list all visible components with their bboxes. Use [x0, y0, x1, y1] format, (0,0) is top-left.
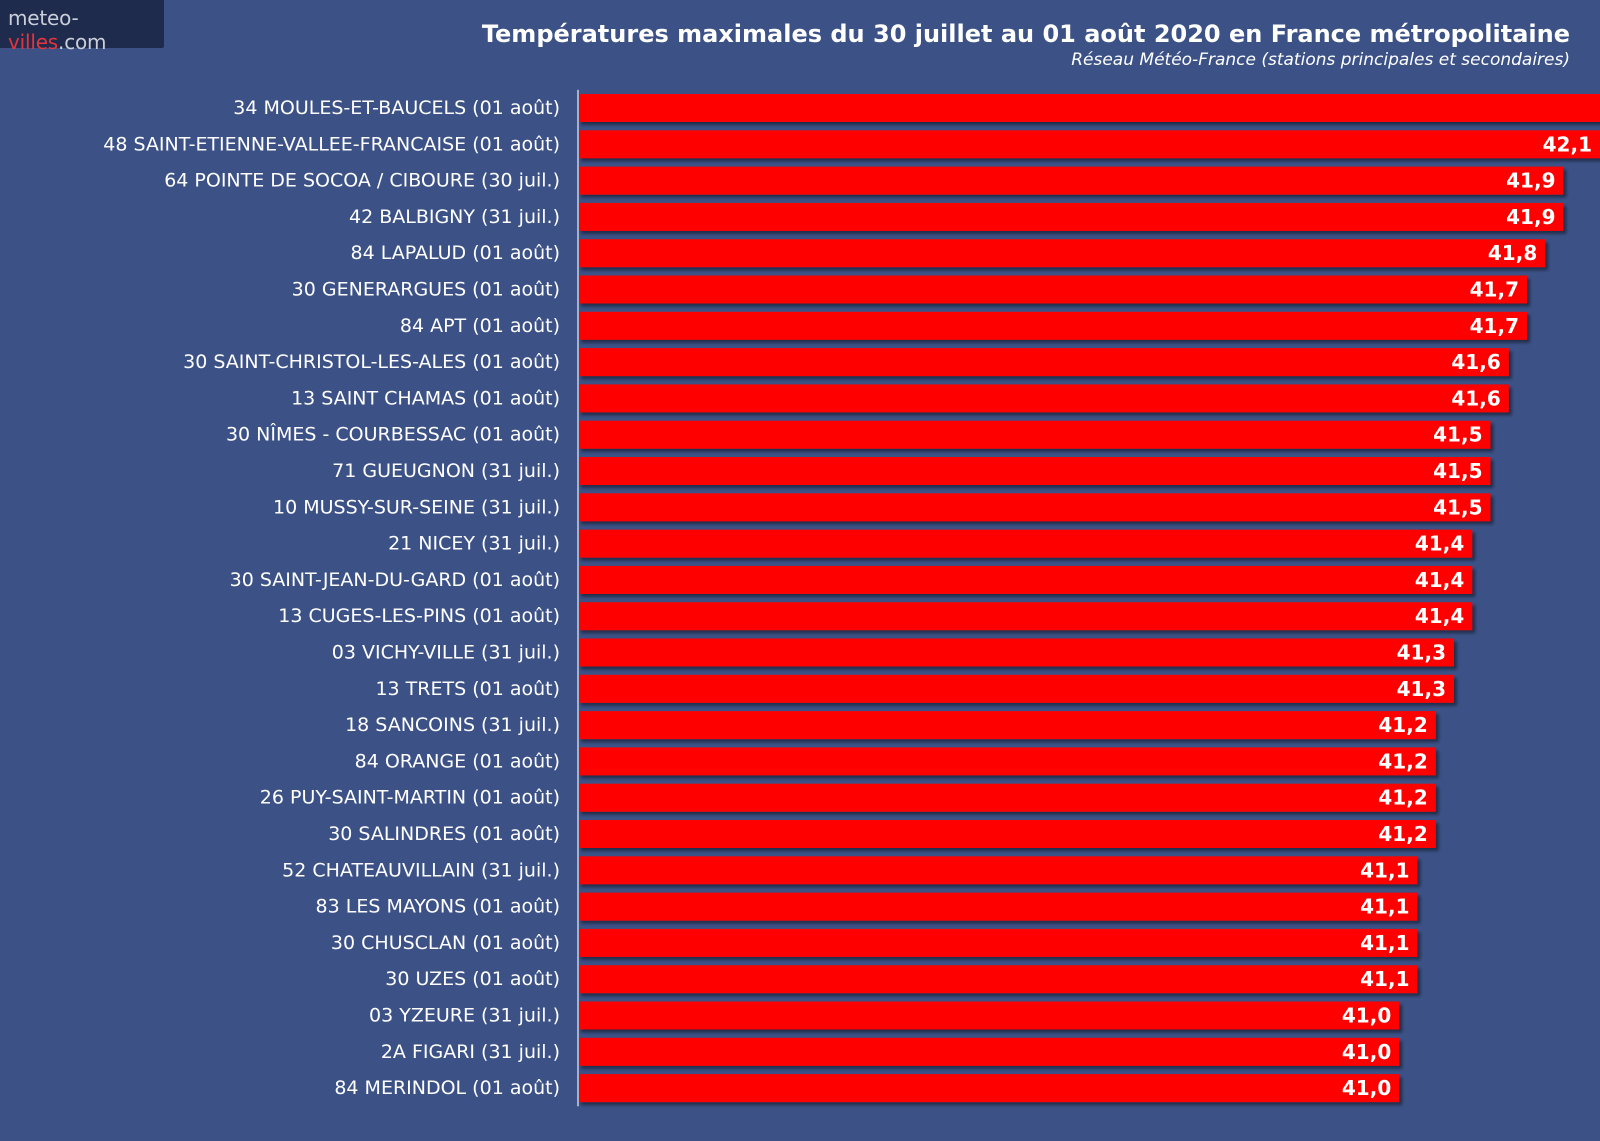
bar-19 — [578, 783, 1436, 812]
bar-0 — [578, 94, 1600, 122]
value-label-1: 42,1 — [1543, 132, 1592, 156]
category-label-5: 30 GENERARGUES (01 août) — [292, 279, 560, 301]
category-label-8: 13 SAINT CHAMAS (01 août) — [291, 387, 560, 409]
category-label-10: 71 GUEUGNON (31 juil.) — [332, 460, 560, 482]
category-label-22: 83 LES MAYONS (01 août) — [316, 896, 560, 918]
bar-3 — [578, 202, 1564, 231]
bar-24 — [578, 965, 1418, 994]
category-label-25: 03 YZEURE (31 juil.) — [369, 1005, 560, 1027]
bar-7 — [578, 348, 1509, 377]
value-label-25: 41,0 — [1342, 1004, 1391, 1028]
category-label-27: 84 MERINDOL (01 août) — [334, 1077, 560, 1099]
value-label-14: 41,4 — [1415, 604, 1464, 628]
category-label-4: 84 LAPALUD (01 août) — [351, 242, 561, 264]
bar-12 — [578, 529, 1473, 558]
bar-15 — [578, 638, 1454, 667]
value-label-24: 41,1 — [1360, 967, 1409, 991]
logo-text-villes: villes — [8, 30, 59, 54]
logo-text-meteo: meteo- — [8, 6, 79, 30]
category-label-3: 42 BALBIGNY (31 juil.) — [349, 206, 560, 228]
bar-20 — [578, 820, 1436, 848]
value-label-13: 41,4 — [1415, 568, 1464, 592]
bar-18 — [578, 747, 1436, 776]
category-label-21: 52 CHATEAUVILLAIN (31 juil.) — [282, 859, 560, 881]
value-label-4: 41,8 — [1488, 241, 1537, 265]
value-label-2: 41,9 — [1506, 169, 1555, 193]
category-label-6: 84 APT (01 août) — [400, 315, 560, 337]
category-label-18: 84 ORANGE (01 août) — [355, 750, 560, 772]
value-label-17: 41,2 — [1378, 713, 1427, 737]
category-label-23: 30 CHUSCLAN (01 août) — [331, 932, 560, 954]
category-label-13: 30 SAINT-JEAN-DU-GARD (01 août) — [230, 569, 560, 591]
bar-9 — [578, 420, 1491, 449]
category-label-14: 13 CUGES-LES-PINS (01 août) — [278, 605, 560, 627]
bar-22 — [578, 892, 1418, 921]
value-label-23: 41,1 — [1360, 931, 1409, 955]
value-label-19: 41,2 — [1378, 786, 1427, 810]
category-label-15: 03 VICHY-VILLE (31 juil.) — [332, 642, 560, 664]
bar-25 — [578, 1001, 1400, 1030]
bar-6 — [578, 311, 1527, 340]
value-label-18: 41,2 — [1378, 749, 1427, 773]
bar-13 — [578, 565, 1473, 594]
category-label-0: 34 MOULES-ET-BAUCELS (01 août) — [233, 97, 560, 119]
category-label-20: 30 SALINDRES (01 août) — [328, 823, 560, 845]
bar-17 — [578, 711, 1436, 740]
bars-layer: 34 MOULES-ET-BAUCELS (01 août)42,548 SAI… — [103, 94, 1600, 1103]
bar-10 — [578, 457, 1491, 485]
bar-26 — [578, 1037, 1400, 1066]
value-label-10: 41,5 — [1433, 459, 1482, 483]
bar-21 — [578, 856, 1418, 885]
category-label-17: 18 SANCOINS (31 juil.) — [345, 714, 560, 736]
chart-title: Températures maximales du 30 juillet au … — [481, 20, 1570, 48]
logo-text-com: .com — [58, 30, 107, 54]
category-label-7: 30 SAINT-CHRISTOL-LES-ALES (01 août) — [183, 351, 560, 373]
category-label-1: 48 SAINT-ETIENNE-VALLEE-FRANCAISE (01 ao… — [103, 133, 560, 155]
value-label-27: 41,0 — [1342, 1076, 1391, 1100]
value-label-3: 41,9 — [1506, 205, 1555, 229]
bar-8 — [578, 384, 1509, 413]
value-label-9: 41,5 — [1433, 423, 1482, 447]
value-label-8: 41,6 — [1451, 386, 1500, 410]
bar-11 — [578, 493, 1491, 522]
bar-4 — [578, 239, 1546, 268]
bar-23 — [578, 928, 1418, 957]
category-label-12: 21 NICEY (31 juil.) — [388, 533, 560, 555]
category-label-19: 26 PUY-SAINT-MARTIN (01 août) — [260, 787, 560, 809]
value-label-12: 41,4 — [1415, 532, 1464, 556]
bar-16 — [578, 674, 1454, 703]
bar-1 — [578, 130, 1600, 159]
bar-27 — [578, 1074, 1400, 1103]
value-label-16: 41,3 — [1397, 677, 1446, 701]
value-label-7: 41,6 — [1451, 350, 1500, 374]
category-label-2: 64 POINTE DE SOCOA / CIBOURE (30 juil.) — [164, 170, 560, 192]
bar-2 — [578, 166, 1564, 195]
site-logo: meteo-villes.com — [0, 0, 164, 54]
category-label-16: 13 TRETS (01 août) — [375, 678, 560, 700]
value-label-22: 41,1 — [1360, 895, 1409, 919]
value-label-26: 41,0 — [1342, 1040, 1391, 1064]
category-label-26: 2A FIGARI (31 juil.) — [381, 1041, 560, 1063]
value-label-5: 41,7 — [1470, 278, 1519, 302]
category-label-11: 10 MUSSY-SUR-SEINE (31 juil.) — [273, 496, 560, 518]
value-label-11: 41,5 — [1433, 495, 1482, 519]
chart-subtitle: Réseau Météo-France (stations principale… — [1071, 50, 1570, 70]
bar-5 — [578, 275, 1527, 304]
value-label-20: 41,2 — [1378, 822, 1427, 846]
value-label-21: 41,1 — [1360, 858, 1409, 882]
bar-14 — [578, 602, 1473, 631]
value-label-6: 41,7 — [1470, 314, 1519, 338]
category-label-9: 30 NÎMES - COURBESSAC (01 août) — [226, 423, 560, 446]
category-label-24: 30 UZES (01 août) — [385, 968, 560, 990]
value-label-15: 41,3 — [1397, 641, 1446, 665]
